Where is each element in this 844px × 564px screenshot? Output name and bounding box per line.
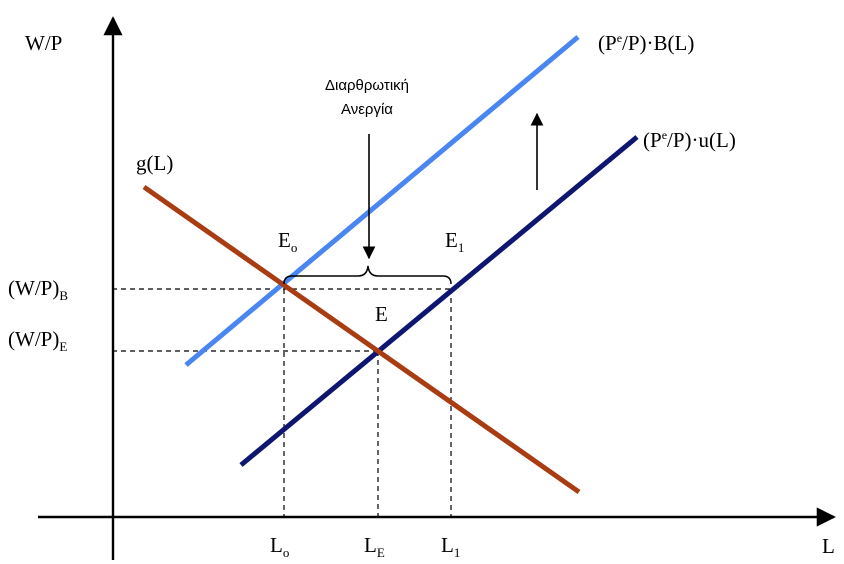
curve-wage-setting-upper — [184, 35, 580, 367]
label-wage-setting-lower: (Pe/P)·u(L) — [643, 128, 736, 152]
point-label-e: E — [375, 302, 388, 326]
x-tick-l1: L1 — [441, 533, 460, 560]
label-wage-setting-lower-sup: e — [662, 128, 667, 142]
x-tick-l0-main: L — [270, 533, 283, 557]
label-wage-setting-lower-pre: (P — [643, 128, 662, 152]
x-tick-l0-sub: o — [283, 545, 290, 560]
unemployment-brace — [283, 265, 452, 285]
y-tick-wp-b: (W/P)B — [8, 276, 68, 303]
curve-labour-demand — [142, 184, 581, 495]
x-axis-label: L — [822, 534, 835, 558]
label-wage-setting-upper-pre: (P — [598, 31, 617, 55]
y-tick-wp-e-main: (W/P) — [8, 327, 59, 351]
y-axis-label: W/P — [25, 31, 62, 55]
x-tick-le: LE — [364, 533, 385, 560]
point-label-e1-main: E — [445, 228, 458, 252]
x-tick-l0: Lo — [270, 533, 289, 560]
point-label-e0: Eo — [278, 228, 297, 255]
point-label-e0-sub: o — [291, 240, 298, 255]
y-tick-wp-b-sub: B — [59, 288, 68, 303]
curve-wage-setting-lower — [239, 135, 639, 467]
x-tick-l1-sub: 1 — [454, 545, 461, 560]
label-wage-setting-upper-post: /P)·B(L) — [622, 31, 694, 55]
y-tick-wp-e-sub: E — [59, 339, 67, 354]
x-tick-le-main: L — [364, 533, 377, 557]
point-label-e1: E1 — [445, 228, 464, 255]
point-label-e0-main: E — [278, 228, 291, 252]
annotation-line2: Ανεργία — [341, 101, 393, 118]
x-tick-l1-main: L — [441, 533, 454, 557]
label-wage-setting-upper: (Pe/P)·B(L) — [598, 31, 694, 55]
label-labour-demand: g(L) — [136, 151, 173, 175]
label-wage-setting-lower-post: /P)·u(L) — [667, 128, 736, 152]
y-tick-wp-e: (W/P)E — [8, 327, 67, 354]
x-tick-le-sub: E — [377, 545, 385, 560]
guide-lines — [112, 288, 452, 517]
point-label-e1-sub: 1 — [458, 240, 465, 255]
label-wage-setting-upper-sup: e — [617, 31, 622, 45]
annotation-line1: Διαρθρωτική — [325, 77, 409, 94]
y-tick-wp-b-main: (W/P) — [8, 276, 59, 300]
